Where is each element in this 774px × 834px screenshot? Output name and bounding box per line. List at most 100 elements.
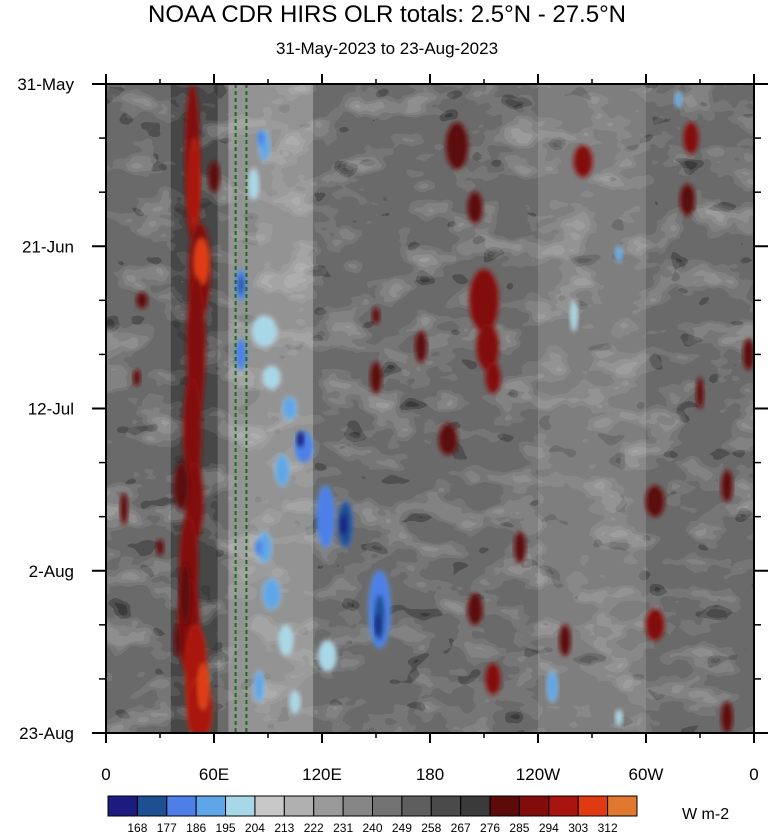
contour-blob xyxy=(247,168,260,201)
contour-blob xyxy=(721,701,733,733)
contour-blob xyxy=(371,307,380,324)
colorbar-level-label: 186 xyxy=(186,821,206,834)
contour-blob xyxy=(485,361,501,394)
x-tick-label: 60W xyxy=(629,765,664,784)
contour-blob xyxy=(546,670,559,703)
x-tick-label: 0 xyxy=(749,765,758,784)
contour-blob xyxy=(438,423,458,456)
contour-blob xyxy=(467,191,483,224)
contour-blob-layer xyxy=(120,84,754,733)
colorbar-level-label: 294 xyxy=(539,821,559,834)
colorbar-units: W m-2 xyxy=(682,806,730,823)
colorbar-swatch xyxy=(313,795,344,817)
y-tick-label: 31-May xyxy=(17,75,74,94)
contour-blob xyxy=(742,338,754,371)
contour-blob xyxy=(262,578,282,610)
contour-blob xyxy=(253,670,265,703)
contour-blob xyxy=(296,431,305,448)
contour-blob xyxy=(155,539,164,556)
plot-area xyxy=(106,84,754,733)
colorbar-swatch xyxy=(283,795,315,817)
contour-blob xyxy=(193,238,209,286)
contour-blob xyxy=(721,469,733,502)
contour-blob xyxy=(173,624,182,657)
y-tick-label: 12-Jul xyxy=(28,400,74,419)
contour-blob xyxy=(278,624,294,657)
contour-blob xyxy=(179,562,192,626)
colorbar: 168 177 186 195 204 213 222 231 240 249 258 267 276 2… xyxy=(107,795,638,834)
colorbar-level-label: 249 xyxy=(392,821,412,834)
contour-blob xyxy=(570,299,579,332)
colorbar-swatch xyxy=(107,795,138,817)
colorbar-level-label: 222 xyxy=(304,821,324,834)
contour-blob xyxy=(615,709,624,726)
reference-longitude-lines xyxy=(234,84,248,733)
contour-blob xyxy=(683,122,699,154)
colorbar-swatch xyxy=(548,795,579,817)
contour-blob xyxy=(485,663,501,695)
colorbar-swatch xyxy=(342,795,374,817)
y-tick-label: 2-Aug xyxy=(29,562,74,581)
contour-blob xyxy=(645,485,665,518)
colorbar-level-label: 213 xyxy=(274,821,294,834)
contour-blob xyxy=(262,365,282,390)
contour-blob xyxy=(235,338,247,371)
colorbar-swatch xyxy=(195,795,227,817)
x-tick-label: 0 xyxy=(101,765,110,784)
colorbar-swatch xyxy=(518,795,550,817)
chart-subtitle: 31-May-2023 to 23-Aug-2023 xyxy=(275,39,499,58)
contour-blob xyxy=(645,608,665,641)
contour-blob xyxy=(254,539,263,556)
colorbar-level-label: 267 xyxy=(451,821,471,834)
chart-title: NOAA CDR HIRS OLR totals: 2.5°N - 27.5°N xyxy=(147,1,626,28)
x-tick-label: 120E xyxy=(302,765,342,784)
colorbar-level-label: 195 xyxy=(216,821,236,834)
contour-blob xyxy=(174,462,190,510)
contour-blob xyxy=(197,663,210,711)
contour-blob xyxy=(415,330,427,363)
colorbar-level-label: 204 xyxy=(245,821,265,834)
contour-blob xyxy=(445,122,469,170)
y-axis: 31-May 21-Jun 12-Jul 2-Aug 23-Aug xyxy=(17,75,768,743)
contour-blob xyxy=(136,292,148,309)
contour-blob xyxy=(289,690,301,715)
colorbar-level-label: 285 xyxy=(509,821,529,834)
colorbar-level-label: 231 xyxy=(333,821,353,834)
colorbar-level-label: 303 xyxy=(568,821,588,834)
x-tick-label: 60E xyxy=(199,765,229,784)
colorbar-swatch xyxy=(166,795,197,817)
x-tick-label: 180 xyxy=(416,765,444,784)
contour-blob xyxy=(188,137,201,232)
contour-blob xyxy=(237,275,245,295)
contour-blob xyxy=(615,245,624,263)
contour-blob xyxy=(679,184,696,216)
contour-blob xyxy=(281,396,298,421)
colorbar-level-label: 258 xyxy=(421,821,441,834)
contour-blob xyxy=(696,377,705,409)
x-axis: 0 60E 120E 180 120W 60W 0 xyxy=(101,74,759,784)
colorbar-swatch xyxy=(489,795,520,817)
y-tick-label: 23-Aug xyxy=(19,724,74,743)
colorbar-level-label: 177 xyxy=(157,821,177,834)
contour-blob xyxy=(674,91,683,108)
contour-blob xyxy=(208,160,220,193)
contour-blob xyxy=(467,593,483,626)
contour-blob xyxy=(132,369,141,386)
colorbar-swatch xyxy=(607,795,638,817)
contour-blob xyxy=(573,145,593,178)
colorbar-swatch xyxy=(372,795,403,817)
colorbar-swatch xyxy=(225,795,256,817)
colorbar-level-label: 276 xyxy=(480,821,500,834)
contour-blob xyxy=(469,269,499,332)
contour-blob xyxy=(339,512,348,537)
contour-blob xyxy=(514,531,526,564)
x-tick-label: 120W xyxy=(516,765,560,784)
colorbar-swatch xyxy=(136,795,168,817)
colorbar-level-label: 240 xyxy=(362,821,382,834)
contour-blob xyxy=(251,315,278,348)
colorbar-level-label: 168 xyxy=(127,821,147,834)
colorbar-swatch xyxy=(254,795,285,817)
y-tick-label: 21-Jun xyxy=(22,237,74,256)
colorbar-swatch xyxy=(401,795,432,817)
